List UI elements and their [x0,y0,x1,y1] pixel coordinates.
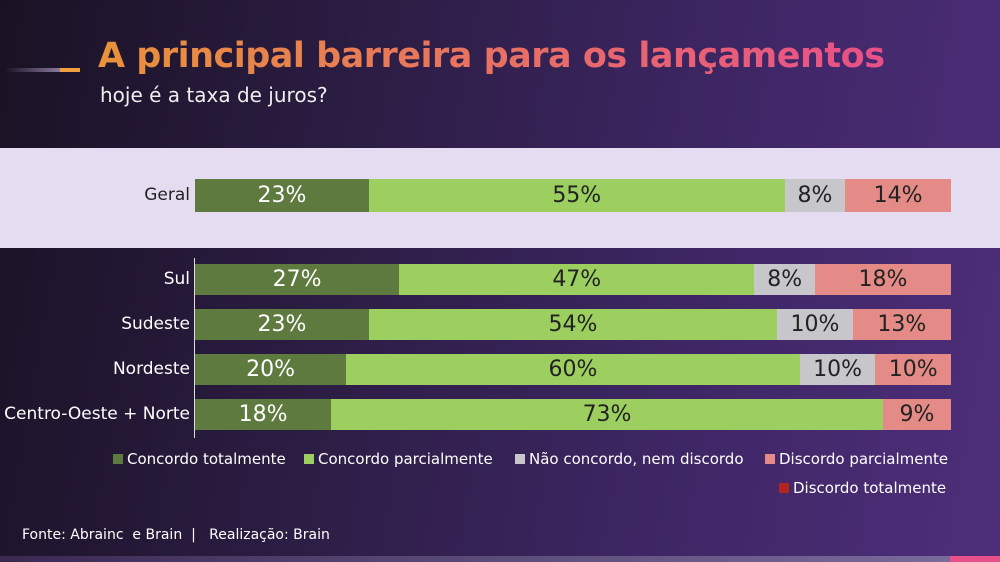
category-label: Sul [163,268,190,289]
bar-segment: 23% [195,309,369,340]
legend-item: Concordo totalmente [113,450,286,468]
bar-segment: 60% [346,354,800,385]
category-label: Nordeste [112,358,190,379]
bar-segment: 27% [195,264,400,295]
bar-segment: 8% [754,264,815,295]
bar-segment: 14% [845,179,951,212]
bar-row: 27% 47% 8% 18% [195,264,951,295]
source-footer: Fonte: Abrainc e Brain | Realização: Bra… [22,527,330,543]
page-subtitle: hoje é a taxa de juros? [100,83,328,107]
legend-label: Concordo parcialmente [318,450,493,468]
legend-swatch [113,454,123,464]
category-axis-line [194,258,195,438]
legend-swatch [765,454,775,464]
bar-row: 18% 73% 9% [195,399,951,430]
bar-segment: 10% [777,309,853,340]
bar-segment: 55% [368,179,785,212]
bar-segment: 73% [331,399,883,430]
bar-row: 23% 54% 10% 13% [195,309,951,340]
bar-segment: 9% [882,399,951,430]
legend-swatch [304,454,314,464]
legend-label: Discordo parcialmente [779,450,949,468]
legend-label: Não concordo, nem discordo [529,450,744,468]
legend-item: Discordo totalmente [779,479,946,497]
bar-segment: 20% [195,354,347,385]
category-label: Sudeste [121,313,190,334]
bar-segment: 23% [195,179,369,212]
legend-item: Discordo parcialmente [765,450,948,468]
category-label: Geral [144,184,190,205]
legend-item: Não concordo, nem discordo [515,450,744,468]
bar-row: 23% 55% 8% 14% [195,179,951,212]
bottom-bar [0,556,950,562]
title-accent-dash [60,68,80,72]
legend-label: Concordo totalmente [127,450,286,468]
legend-swatch [779,483,789,493]
bar-segment: 18% [814,264,951,295]
bar-segment: 10% [875,354,951,385]
legend-swatch [515,454,525,464]
bar-row: 20% 60% 10% 10% [195,354,951,385]
legend-item: Concordo parcialmente [304,450,493,468]
bar-segment: 10% [799,354,876,385]
bar-segment: 8% [784,179,846,212]
bottom-accent [950,556,1000,562]
bar-segment: 54% [368,309,778,340]
category-label: Centro-Oeste + Norte [4,403,190,424]
bar-segment: 18% [195,399,332,430]
bar-segment: 47% [399,264,755,295]
bar-segment: 13% [852,309,951,340]
page-title: A principal barreira para os lançamentos [98,36,885,76]
legend-label: Discordo totalmente [793,479,947,497]
title-accent-line [5,68,60,72]
